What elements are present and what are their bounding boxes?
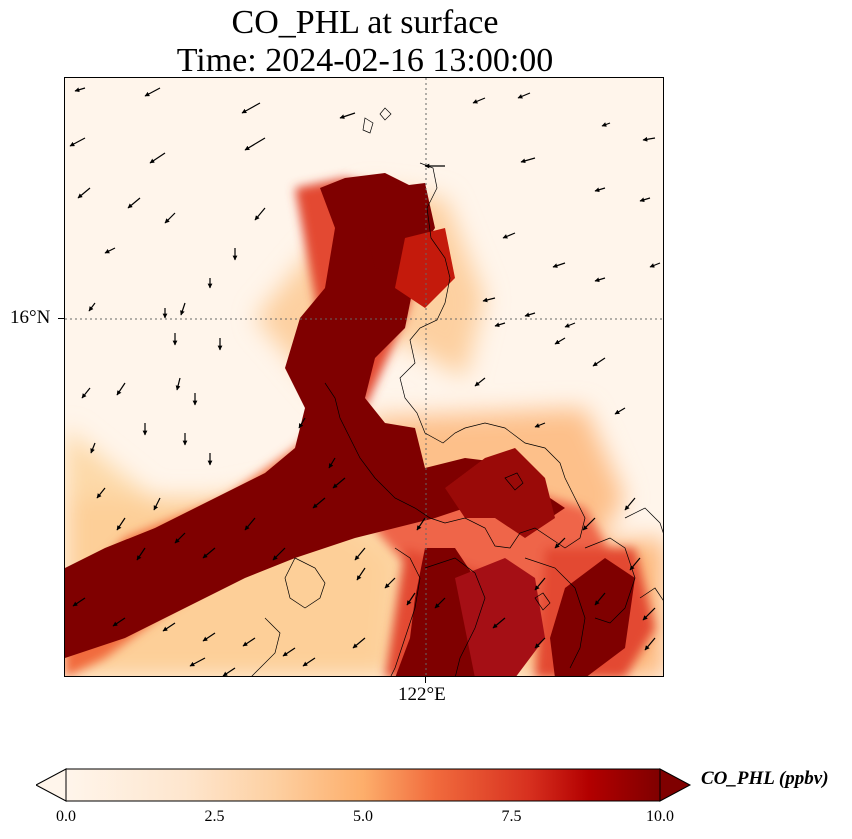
wind-arrow xyxy=(639,197,651,203)
wind-arrow xyxy=(524,312,536,318)
wind-arrow xyxy=(162,622,176,632)
wind-arrow xyxy=(244,517,256,531)
wind-arrow xyxy=(202,632,216,642)
wind-arrow xyxy=(332,477,346,489)
wind-arrow xyxy=(328,457,336,469)
wind-arrow xyxy=(180,302,186,316)
wind-arrow xyxy=(592,357,606,367)
wind-arrow xyxy=(594,592,606,606)
colorbar-tick-label: 2.5 xyxy=(204,808,225,825)
wind-arrow xyxy=(116,382,126,396)
wind-arrow xyxy=(649,262,661,268)
wind-arrow xyxy=(552,262,566,268)
map-panel xyxy=(64,77,664,677)
wind-arrow xyxy=(472,97,486,104)
wind-arrow xyxy=(104,247,116,254)
wind-arrow xyxy=(554,337,566,345)
colorbar-gradient xyxy=(65,768,661,802)
colorbar-tick-label: 10.0 xyxy=(646,808,674,825)
colorbar-tick-label: 7.5 xyxy=(501,808,522,825)
wind-arrow xyxy=(582,517,596,531)
map-subtitle-time: Time: 2024-02-16 13:00:00 xyxy=(176,42,554,79)
wind-arrow xyxy=(642,607,656,621)
wind-arrow xyxy=(601,122,611,127)
wind-arrow xyxy=(384,577,396,589)
lat-tickmark xyxy=(58,318,64,319)
wind-arrow xyxy=(416,517,426,531)
wind-arrow xyxy=(254,207,266,221)
colorbar-graphic xyxy=(34,768,692,802)
wind-arrow xyxy=(339,112,356,119)
wind-arrow xyxy=(302,657,316,667)
wind-arrow xyxy=(282,647,296,657)
wind-arrow xyxy=(534,422,546,428)
wind-arrow xyxy=(534,637,546,649)
wind-arrow xyxy=(474,377,486,387)
wind-arrow xyxy=(96,487,106,499)
wind-arrow xyxy=(356,567,366,581)
wind-arrow xyxy=(164,212,176,224)
wind-arrow xyxy=(352,637,366,649)
wind-arrow xyxy=(482,297,496,303)
wind-arrow xyxy=(202,547,216,559)
wind-arrow xyxy=(74,87,86,93)
colorbar-tick-label: 5.0 xyxy=(353,808,373,825)
latitude-tick-label: 16°N xyxy=(10,307,51,328)
wind-arrow xyxy=(241,102,261,114)
map-title: CO_PHL at surface xyxy=(231,4,499,41)
wind-arrow xyxy=(175,377,181,391)
wind-arrow xyxy=(520,157,536,164)
wind-arrow xyxy=(517,92,531,99)
wind-arrow xyxy=(642,136,656,142)
wind-arrow xyxy=(614,407,626,415)
wind-arrow xyxy=(298,417,306,429)
wind-arrow xyxy=(406,592,416,606)
wind-arrow xyxy=(242,637,256,647)
wind-arrow xyxy=(594,277,606,283)
wind-arrow xyxy=(492,617,506,629)
gridlines xyxy=(65,78,663,676)
wind-arrow xyxy=(564,322,576,328)
wind-arrow xyxy=(90,442,96,454)
colorbar-label: CO_PHL (ppbv) xyxy=(701,768,829,789)
wind-arrow xyxy=(112,617,126,627)
wind-arrow xyxy=(153,497,161,511)
colorbar-tick-label: 0.0 xyxy=(56,808,76,825)
wind-arrow xyxy=(502,232,516,239)
wind-arrow xyxy=(624,497,636,511)
wind-arrow xyxy=(81,387,91,399)
wind-arrow xyxy=(69,137,86,147)
wind-arrow xyxy=(434,597,446,609)
wind-arrow xyxy=(554,537,566,549)
wind-arrow xyxy=(244,137,266,151)
wind-arrow xyxy=(174,532,186,544)
wind-arrow xyxy=(629,557,641,571)
wind-arrow xyxy=(494,322,506,328)
coastline xyxy=(251,107,663,676)
wind-arrow xyxy=(222,667,236,676)
colorbar xyxy=(34,768,696,802)
map-canvas xyxy=(65,78,663,676)
wind-arrow xyxy=(189,657,206,667)
lon-tickmark xyxy=(425,677,426,683)
wind-arrow xyxy=(312,497,326,509)
colorbar-extend-min xyxy=(34,768,67,802)
wind-arrow xyxy=(144,87,161,97)
wind-arrow xyxy=(272,547,286,561)
co-concentration-field xyxy=(65,173,663,676)
wind-arrow xyxy=(77,187,91,199)
wind-arrow xyxy=(534,577,546,591)
longitude-tick-label: 122°E xyxy=(398,684,446,705)
colorbar-extend-max xyxy=(659,768,692,802)
wind-arrow xyxy=(644,637,656,651)
wind-arrow xyxy=(594,187,606,193)
wind-arrow xyxy=(354,547,366,561)
wind-arrow xyxy=(127,197,141,209)
wind-arrow xyxy=(149,152,166,164)
wind-arrow xyxy=(72,597,86,607)
wind-arrow xyxy=(136,547,146,561)
wind-arrow xyxy=(88,302,96,312)
wind-vectors xyxy=(69,87,661,676)
wind-arrow xyxy=(116,517,126,531)
